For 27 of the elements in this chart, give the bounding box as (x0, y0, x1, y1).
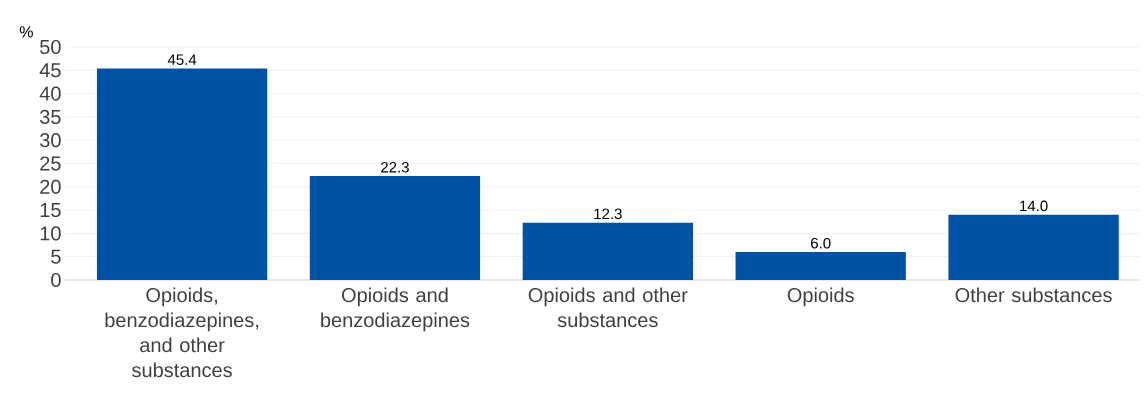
data-label: 14.0 (1020, 200, 1048, 212)
y-tick-label: 45 (39, 63, 61, 78)
x-tick-label: Opioids and other substances (528, 287, 688, 328)
y-tick-label: 15 (40, 203, 61, 218)
data-label: 12.3 (594, 208, 622, 220)
bar (309, 176, 481, 280)
y-tick-label: 20 (40, 179, 61, 194)
bar (522, 222, 693, 280)
bar (735, 252, 906, 280)
x-tick-label: Opioids and benzodiazepines (321, 287, 470, 332)
x-tick-label: Opioids, benzodiazepines, and other substances (105, 287, 259, 378)
bar (96, 68, 268, 280)
x-tick-label: Opioids (787, 287, 854, 307)
y-tick-label: 10 (40, 226, 61, 241)
bar (948, 214, 1119, 280)
y-tick-label: 40 (39, 86, 61, 101)
y-tick-label: 5 (51, 249, 61, 264)
y-tick-label: 30 (40, 133, 61, 148)
y-tick-label: 0 (51, 272, 61, 288)
x-tick-label: Other substances (955, 287, 1112, 303)
y-tick-label: 35 (40, 109, 61, 124)
y-tick-label: 25 (40, 156, 61, 171)
y-tick-label: 50 (40, 39, 61, 55)
y-axis-title: % (19, 26, 33, 38)
data-label: 6.0 (811, 237, 831, 249)
data-label: 45.4 (167, 54, 197, 65)
data-label: 22.3 (381, 161, 409, 173)
